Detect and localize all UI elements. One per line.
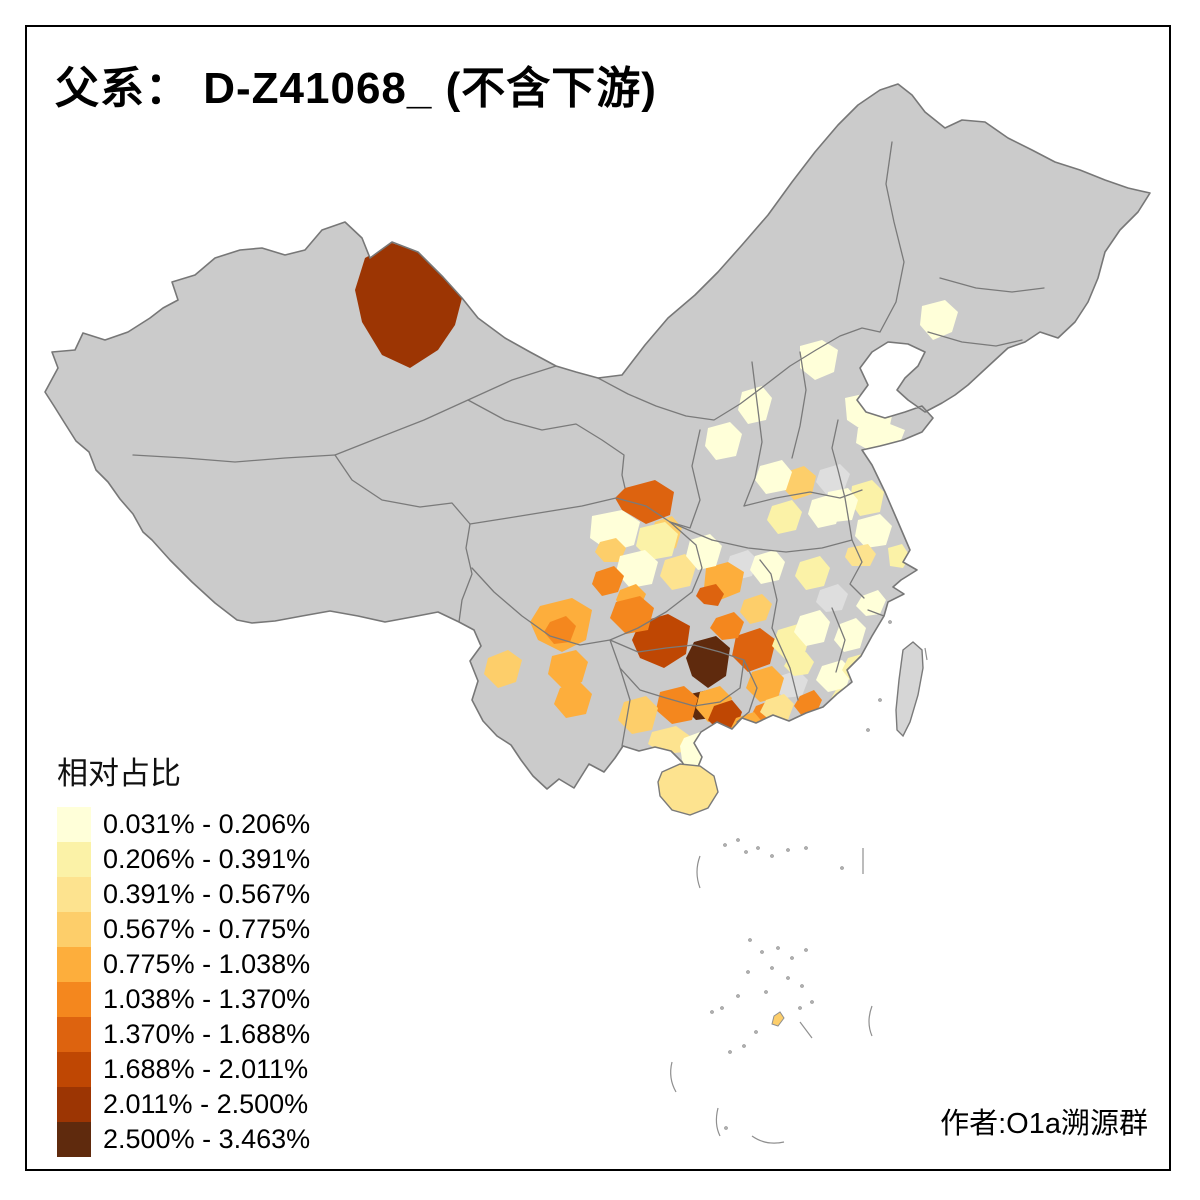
prefecture-region <box>856 590 886 616</box>
legend-item: 2.500% - 3.463% <box>57 1122 310 1157</box>
prefecture-region <box>738 386 772 424</box>
legend-swatch <box>57 1017 91 1052</box>
legend-swatch <box>57 1052 91 1087</box>
hainan-region <box>657 763 719 816</box>
prefecture-region <box>880 444 906 468</box>
legend-item: 0.775% - 1.038% <box>57 947 310 982</box>
island-region <box>771 1011 785 1027</box>
legend-item: 0.391% - 0.567% <box>57 877 310 912</box>
legend-label: 1.688% - 2.011% <box>103 1054 309 1084</box>
prefecture-region <box>705 422 742 460</box>
prefecture-region <box>760 694 794 722</box>
prefecture-region <box>816 584 848 612</box>
legend-swatch <box>57 1122 91 1157</box>
plot-title: 父系： D-Z41068_ (不含下游) <box>55 64 657 113</box>
legend-label: 0.391% - 0.567% <box>103 879 311 909</box>
legend-swatch <box>57 947 91 982</box>
province-borders <box>132 141 1045 747</box>
legend-label: 2.500% - 3.463% <box>103 1124 311 1154</box>
prefecture-region <box>615 480 674 524</box>
prefecture-region <box>355 243 462 368</box>
prefecture-region <box>834 618 866 652</box>
prefecture-region <box>850 480 884 516</box>
prefecture-region <box>636 522 678 560</box>
prefecture-region <box>767 500 802 534</box>
national-border <box>44 83 1151 790</box>
legend-label: 1.370% - 1.688% <box>103 1019 311 1049</box>
legend-swatch <box>57 1087 91 1122</box>
prefecture-region <box>660 554 696 590</box>
attribution-text: 作者:O1a溯源群 <box>940 1108 1148 1140</box>
legend-swatch <box>57 912 91 947</box>
prefecture-region <box>732 628 776 672</box>
taiwan-region <box>895 641 924 738</box>
legend-item: 0.567% - 0.775% <box>57 912 310 947</box>
legend-swatch <box>57 807 91 842</box>
prefecture-region <box>484 650 522 688</box>
prefecture-region <box>784 652 814 676</box>
legend-label: 0.206% - 0.391% <box>103 844 311 874</box>
prefecture-region <box>740 594 772 624</box>
prefecture-region <box>808 494 842 528</box>
prefecture-region <box>920 300 958 340</box>
legend-label: 0.031% - 0.206% <box>103 809 311 839</box>
prefecture-region <box>548 650 588 688</box>
prefecture-region <box>696 584 724 606</box>
prefecture-region <box>855 514 892 548</box>
legend-item: 2.011% - 2.500% <box>57 1087 310 1122</box>
legend-label: 0.567% - 0.775% <box>103 914 311 944</box>
prefecture-region <box>686 636 730 688</box>
prefecture-region <box>618 696 658 734</box>
prefecture-region <box>616 550 658 588</box>
sea-islands <box>670 620 928 1144</box>
prefecture-region <box>783 466 816 500</box>
plot-frame <box>25 25 1171 1171</box>
legend-item: 1.370% - 1.688% <box>57 1017 310 1052</box>
prefecture-region <box>800 340 838 380</box>
legend-item: 0.031% - 0.206% <box>57 807 310 842</box>
legend-label: 0.775% - 1.038% <box>103 949 311 979</box>
legend-title: 相对占比 <box>57 756 181 791</box>
legend: 相对占比 0.031% - 0.206% 0.206% - 0.391% 0.3… <box>57 748 310 1157</box>
prefecture-region <box>794 610 830 646</box>
legend-swatch <box>57 842 91 877</box>
legend-item: 0.206% - 0.391% <box>57 842 310 877</box>
prefecture-region <box>750 550 785 584</box>
legend-label: 1.038% - 1.370% <box>103 984 311 1014</box>
legend-label: 2.011% - 2.500% <box>103 1089 309 1119</box>
prefecture-region <box>795 556 830 590</box>
prefecture-region <box>710 612 744 640</box>
legend-item: 1.038% - 1.370% <box>57 982 310 1017</box>
legend-swatch <box>57 877 91 912</box>
prefecture-region <box>686 534 722 570</box>
prefecture-region <box>595 538 626 562</box>
prefecture-region <box>554 682 592 718</box>
prefecture-region <box>845 544 876 566</box>
prefecture-region <box>592 566 624 596</box>
legend-swatch <box>57 982 91 1017</box>
legend-item: 1.688% - 2.011% <box>57 1052 310 1087</box>
prefecture-region <box>656 686 698 724</box>
prefecture-region <box>755 460 792 494</box>
prefecture-region <box>648 726 690 754</box>
